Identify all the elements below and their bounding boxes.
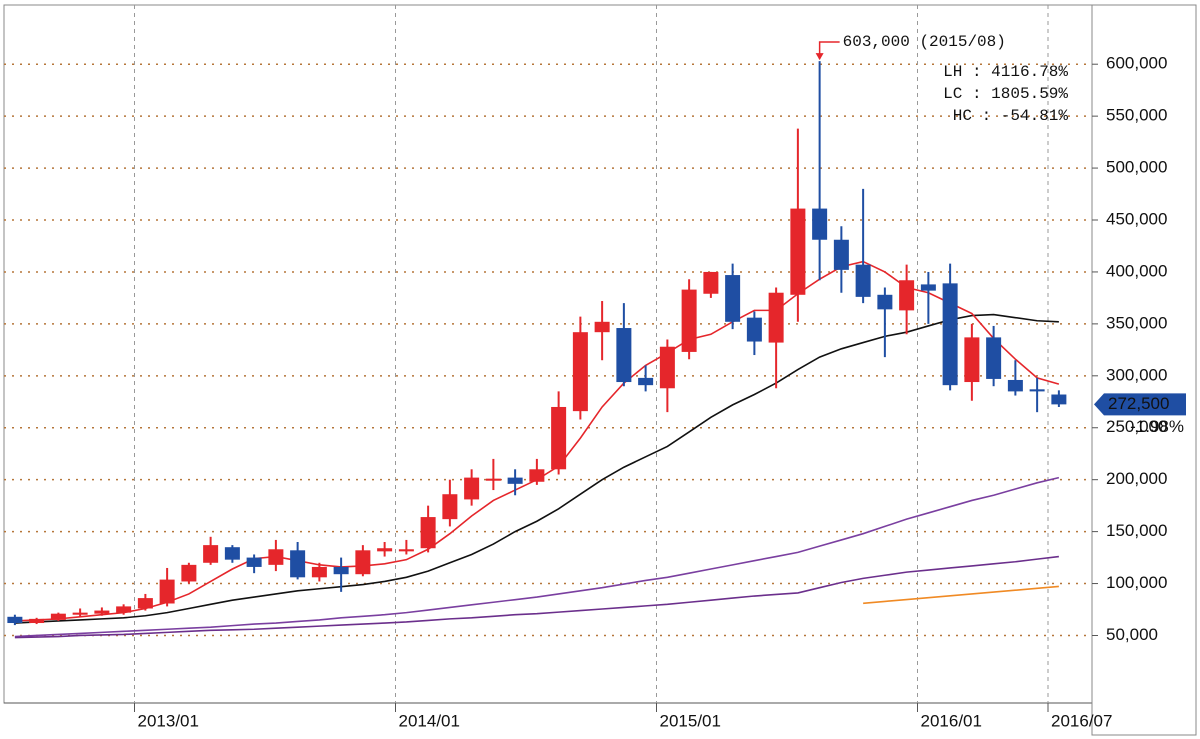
- last-price-box: [1104, 393, 1186, 416]
- candle-body: [1051, 394, 1067, 405]
- candle-body: [420, 517, 436, 549]
- candle-body: [116, 606, 132, 613]
- candle-body: [7, 616, 23, 624]
- candle-body: [464, 477, 480, 500]
- candle-body: [833, 239, 849, 270]
- y-tick-label: 250,000: [1106, 417, 1167, 436]
- candle-body: [507, 477, 523, 484]
- last-price-pointer: [1094, 393, 1104, 416]
- candle-body: [529, 469, 545, 482]
- candle-body: [290, 550, 306, 578]
- y-tick-label: 500,000: [1106, 158, 1167, 177]
- peak-arrowhead: [815, 53, 824, 61]
- y-tick-label: 350,000: [1106, 313, 1167, 332]
- candle-body: [203, 545, 219, 563]
- candle-body: [964, 337, 980, 383]
- candle-body: [72, 612, 88, 615]
- candle-body: [29, 618, 45, 624]
- candle-body: [333, 566, 349, 575]
- y-tick-label: 50,000: [1106, 625, 1158, 644]
- candle-body: [398, 549, 414, 552]
- candle-body: [355, 550, 371, 575]
- candle-body: [616, 328, 632, 383]
- candle-body: [659, 346, 675, 389]
- candle-body: [768, 292, 784, 343]
- candle-body: [1007, 379, 1023, 392]
- x-tick-label: 2013/01: [138, 711, 199, 730]
- y-tick-label: 150,000: [1106, 521, 1167, 540]
- candle-body: [746, 317, 762, 342]
- change-label: -1.98%: [1130, 417, 1184, 436]
- candle-body: [94, 610, 110, 614]
- candle-body: [812, 208, 828, 240]
- candle-body: [920, 284, 936, 291]
- y-tick-label: 200,000: [1106, 469, 1167, 488]
- candle-body: [638, 377, 654, 386]
- last-price-label: 272,500: [1108, 394, 1169, 413]
- candle-body: [703, 271, 719, 294]
- candle-body: [50, 613, 66, 620]
- candle-body: [572, 332, 588, 412]
- y-axis-frame: [1091, 4, 1197, 736]
- candle-body: [377, 548, 393, 552]
- moving-average-line: [14, 555, 1059, 639]
- candle-body: [790, 208, 806, 295]
- peak-label: 603,000 (2015/08): [843, 33, 1006, 51]
- y-tick-label: 300,000: [1106, 365, 1167, 384]
- candle-body: [159, 579, 175, 604]
- candle-body: [681, 289, 697, 352]
- y-tick-label: 600,000: [1106, 54, 1167, 73]
- candle-body: [181, 564, 197, 582]
- candle-body: [268, 549, 284, 565]
- candle-body: [899, 280, 915, 311]
- moving-average-line: [14, 476, 1060, 638]
- candle-body: [485, 478, 501, 481]
- x-tick-label: 2014/01: [399, 711, 460, 730]
- candle-body: [942, 283, 958, 386]
- stat-label: LH : 4116.78%: [943, 63, 1068, 81]
- candle-body: [311, 566, 327, 578]
- candle-body: [442, 494, 458, 520]
- candle-body: [1029, 389, 1045, 392]
- y-tick-label: 550,000: [1106, 106, 1167, 125]
- candle-body: [246, 557, 262, 567]
- stat-label: LC : 1805.59%: [943, 85, 1068, 103]
- y-tick-label: 450,000: [1106, 209, 1167, 228]
- y-tick-label: 100,000: [1106, 573, 1167, 592]
- candle-body: [137, 598, 153, 609]
- candle-body: [877, 294, 893, 310]
- x-tick-label: 2015/01: [660, 711, 721, 730]
- x-tick-label: 2016/01: [921, 711, 982, 730]
- y-tick-label: 400,000: [1106, 261, 1167, 280]
- stat-label: HC : -54.81%: [953, 107, 1069, 125]
- candle-body: [551, 406, 567, 470]
- candle-body: [725, 275, 741, 322]
- x-tick-label: 2016/07: [1051, 711, 1112, 730]
- candle-body: [986, 337, 1002, 379]
- moving-average-line: [863, 585, 1059, 605]
- candle-body: [855, 264, 871, 297]
- candle-body: [224, 547, 240, 560]
- candle-body: [594, 321, 610, 333]
